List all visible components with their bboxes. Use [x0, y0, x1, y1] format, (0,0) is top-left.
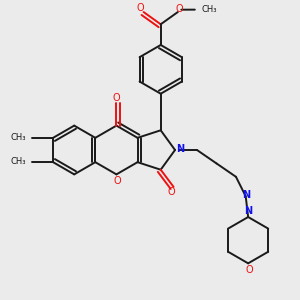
Text: CH₃: CH₃ — [201, 4, 217, 14]
Text: CH₃: CH₃ — [10, 133, 26, 142]
Text: N: N — [244, 206, 252, 216]
Text: O: O — [167, 187, 175, 197]
Text: O: O — [112, 93, 120, 103]
Text: N: N — [176, 144, 184, 154]
Text: N: N — [242, 190, 250, 200]
Text: O: O — [175, 4, 183, 14]
Text: O: O — [136, 3, 144, 13]
Text: CH₃: CH₃ — [10, 157, 26, 166]
Text: O: O — [113, 176, 121, 186]
Text: O: O — [245, 265, 253, 275]
